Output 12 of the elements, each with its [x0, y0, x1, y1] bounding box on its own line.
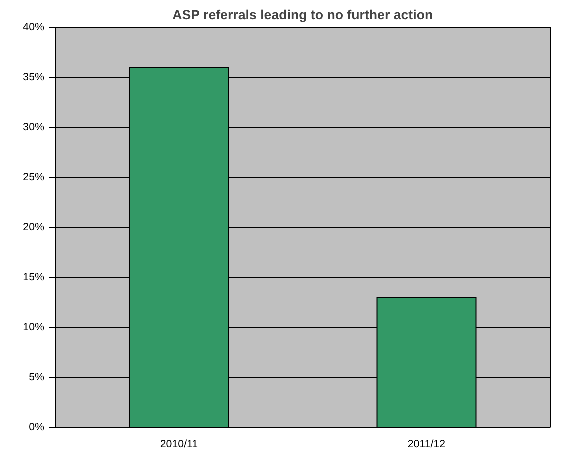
x-tick-label: 2011/12 — [408, 438, 446, 450]
y-tick-label: 5% — [29, 372, 46, 384]
chart-title: ASP referrals leading to no further action — [172, 8, 434, 22]
y-tick-label: 35% — [23, 72, 46, 84]
y-tick-label: 20% — [23, 222, 46, 234]
y-tick-label: 0% — [29, 422, 46, 434]
y-tick-label: 30% — [23, 122, 46, 134]
y-tick-label: 25% — [23, 172, 46, 184]
y-tick-label: 15% — [23, 272, 46, 284]
x-tick-label: 2010/11 — [160, 438, 198, 450]
y-tick-label: 40% — [23, 22, 46, 34]
y-tick-label: 10% — [23, 322, 46, 334]
